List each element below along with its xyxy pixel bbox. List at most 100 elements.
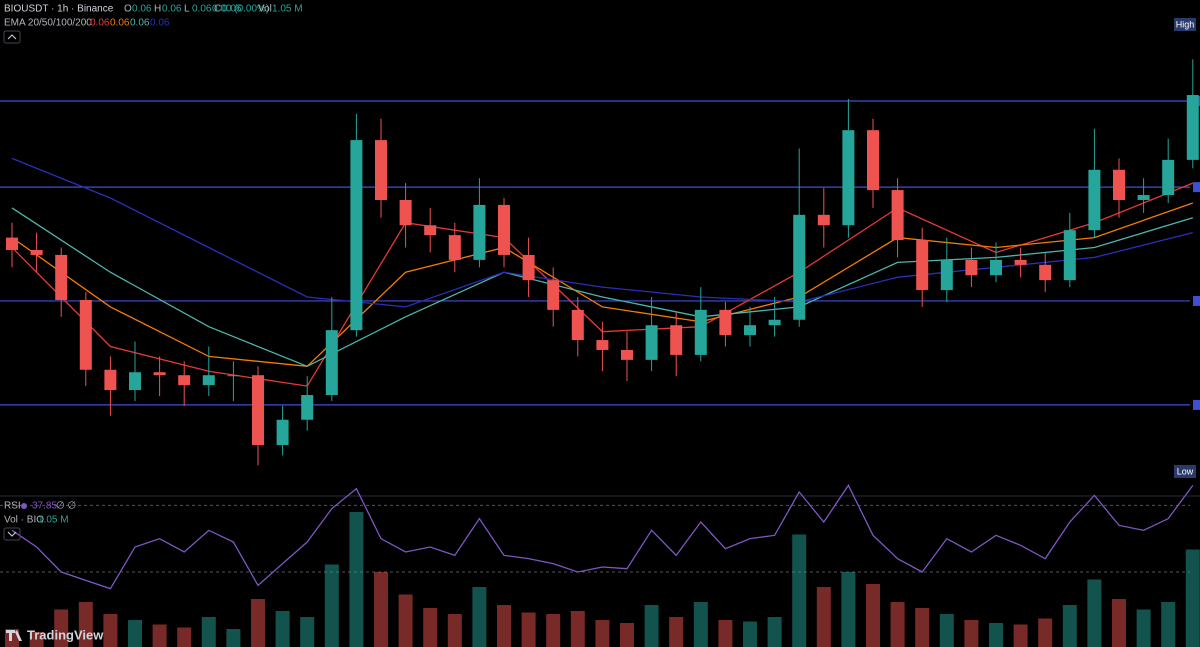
candle-body <box>129 372 141 391</box>
ohlc-label: H <box>154 4 161 15</box>
candle-body <box>645 325 658 360</box>
volume-bar <box>939 614 954 647</box>
volume-bar <box>841 572 856 647</box>
ohlc-label: C <box>214 4 221 15</box>
candle-body <box>916 240 929 291</box>
volume-bar <box>669 617 684 647</box>
candle-body <box>522 254 535 281</box>
candle-body <box>1113 169 1125 200</box>
candle-body <box>793 214 806 320</box>
ema-value: 0.06 <box>130 18 150 29</box>
collapse-button[interactable] <box>3 30 21 44</box>
ema-value: 0.06 <box>90 18 110 29</box>
volume-bar <box>1038 618 1053 647</box>
volume-bar <box>792 534 807 647</box>
candle-body <box>276 419 289 446</box>
candle-body <box>79 299 92 370</box>
volume-bar <box>324 564 339 647</box>
ohlc-label: L <box>184 4 190 15</box>
candle-body <box>1162 159 1175 196</box>
volume-bar <box>423 608 438 647</box>
volume-bar <box>472 587 487 647</box>
volume-bar <box>644 605 659 647</box>
volume-bar <box>964 620 979 647</box>
volume-bar <box>374 572 388 647</box>
candle-body <box>1039 264 1052 281</box>
rsi-value: 37.85 <box>32 501 57 512</box>
volume-bar <box>866 584 880 647</box>
volume-bar <box>275 611 290 647</box>
volume-bar <box>78 602 93 647</box>
candle-body <box>1063 230 1076 281</box>
ema-label: EMA 20/50/100/200 <box>4 18 92 29</box>
low-tag-bg <box>1174 465 1196 478</box>
candle-body <box>1186 95 1199 160</box>
candle-body <box>1137 195 1150 200</box>
candle-body <box>891 190 904 241</box>
volume-bar <box>743 621 757 647</box>
candle-body <box>744 325 756 336</box>
brand: TradingView <box>27 627 104 642</box>
brand-logo <box>6 630 22 641</box>
level-marker <box>1193 295 1200 306</box>
ema-value: 0.06 <box>110 18 130 29</box>
collapse-button[interactable] <box>3 527 21 541</box>
volume-bar <box>570 611 585 647</box>
volume-bar <box>177 627 192 647</box>
candle-body <box>301 395 314 420</box>
volume-bar <box>29 632 44 647</box>
collapse-icon <box>7 531 17 537</box>
ohlc-label: O <box>124 4 132 15</box>
rsi-icon <box>21 503 27 509</box>
candle-body <box>424 225 437 236</box>
volume-bar <box>1161 602 1176 647</box>
candle-body <box>178 375 191 386</box>
volume-bar <box>152 624 167 647</box>
volume-bar <box>226 629 241 647</box>
volume-bar <box>398 594 413 647</box>
volume-bar <box>890 602 905 647</box>
volume-bar <box>1185 549 1200 647</box>
candle-body <box>990 259 1002 276</box>
candle-body <box>252 375 264 446</box>
volume-bar <box>546 614 561 647</box>
volume-bar <box>128 620 142 647</box>
candle-body <box>621 349 633 360</box>
candle-body <box>547 280 560 310</box>
candle-body <box>768 319 781 326</box>
volume-bar <box>816 587 831 647</box>
high-tag-bg <box>1174 18 1196 31</box>
candle-body <box>867 130 879 191</box>
volume-bar <box>915 608 930 647</box>
volume-bar <box>201 617 216 647</box>
volume-label: Vol · BIO <box>4 515 44 526</box>
plot <box>0 59 1200 647</box>
ema-values: 0.06 0.06 0.06 0.06 <box>90 18 170 29</box>
volume-bar <box>1136 609 1151 647</box>
legend-bg <box>0 0 300 46</box>
volume-value: 1.05 M <box>38 515 69 526</box>
candle-body <box>498 204 510 255</box>
volume-bar <box>103 614 118 647</box>
low-tag: Low <box>1177 466 1194 476</box>
candle-body <box>30 249 43 255</box>
volume-bar <box>1013 624 1028 647</box>
level-marker <box>1193 399 1200 410</box>
volume-bar <box>497 605 511 647</box>
volume-bar <box>251 599 265 647</box>
candle-body <box>694 309 707 355</box>
candle-body <box>940 259 953 291</box>
candle-body <box>325 330 338 396</box>
ohlc-value: 0.06 <box>192 4 212 15</box>
volume-bar <box>1112 599 1126 647</box>
candle-body <box>350 140 363 331</box>
candle-body <box>965 259 978 276</box>
volume-bar <box>595 620 610 647</box>
symbol: BIOUSDT · 1h · Binance <box>4 4 114 15</box>
ohlc-value: 0.06 <box>162 4 182 15</box>
volume-bar <box>300 617 315 647</box>
candle-body <box>202 375 215 386</box>
candle-body <box>153 372 166 376</box>
rsi-label: RSI <box>4 501 21 512</box>
